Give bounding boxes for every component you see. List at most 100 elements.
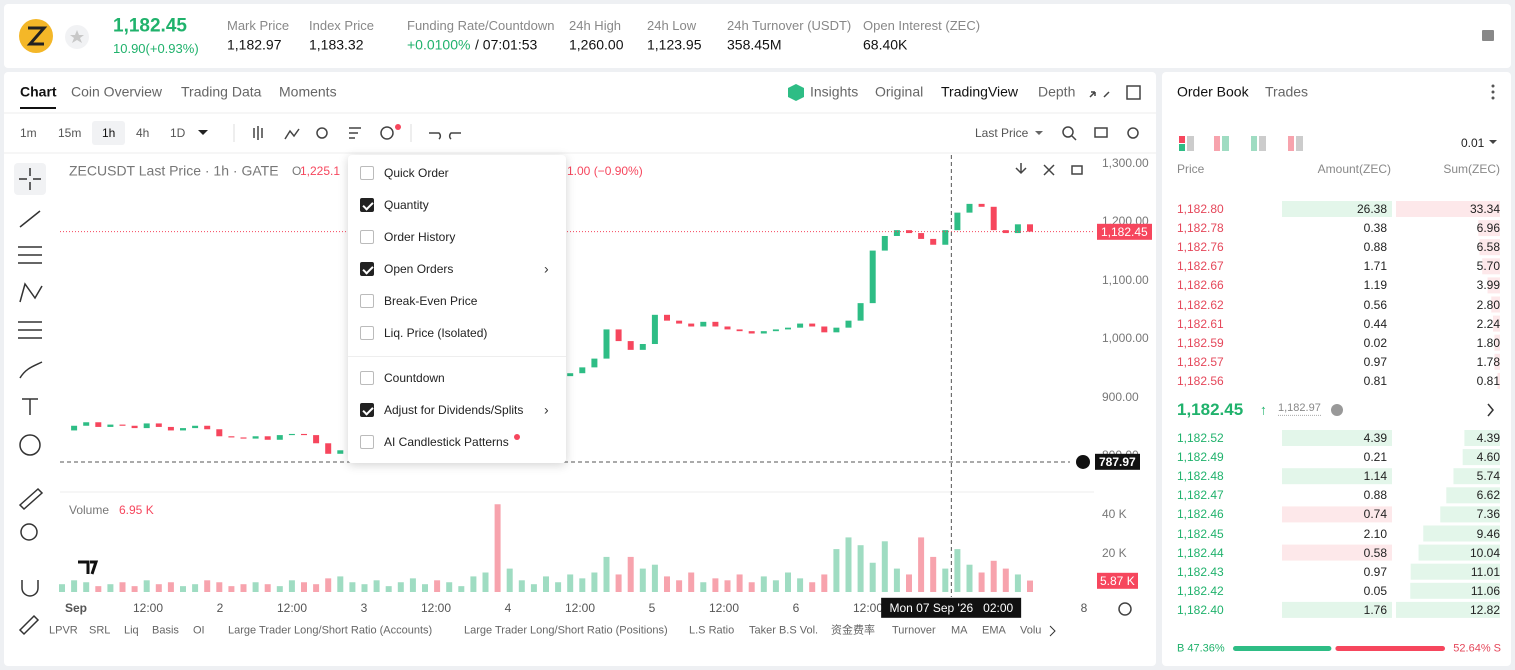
settings-icon[interactable]: [1118, 602, 1132, 616]
view-tab[interactable]: Depth: [1038, 83, 1076, 100]
volume-bar: [313, 584, 320, 592]
depth-bar: [1494, 334, 1500, 351]
checkbox[interactable]: [360, 198, 374, 212]
volume-bar: [373, 580, 380, 592]
view-tab[interactable]: TradingView: [941, 83, 1019, 100]
book-price: 1,182.62: [1177, 297, 1224, 312]
volume-bar: [1002, 568, 1009, 592]
indicator[interactable]: Large Trader Long/Short Ratio (Accounts): [228, 624, 433, 637]
price-tick-label: 1,000.00: [1102, 330, 1149, 345]
view-tab[interactable]: Original: [875, 83, 924, 100]
checkbox[interactable]: [360, 166, 374, 180]
menu-item[interactable]: Order History: [384, 229, 456, 244]
volume-bar: [809, 582, 816, 592]
checkbox[interactable]: [360, 403, 374, 417]
header-icon[interactable]: [1482, 30, 1494, 41]
indicator[interactable]: SRL: [89, 624, 111, 637]
interval[interactable]: 1D: [170, 125, 186, 140]
volume-bar: [555, 582, 562, 592]
book-price: 1,182.80: [1177, 201, 1224, 216]
candle: [845, 320, 852, 328]
book-sum: 10.04: [1469, 545, 1500, 560]
trade-flash: [1282, 468, 1392, 485]
chart-tab[interactable]: Moments: [279, 83, 337, 100]
x-tick-label: 12:00: [564, 600, 596, 615]
chart-tab[interactable]: Chart: [20, 83, 57, 100]
scroll-arrow[interactable]: [1049, 625, 1056, 637]
menu-item[interactable]: Adjust for Dividends/Splits: [384, 402, 524, 417]
indicator[interactable]: Basis: [152, 624, 179, 637]
menu-item[interactable]: AI Candlestick Patterns: [384, 434, 509, 449]
chart-tab[interactable]: Trading Data: [181, 83, 262, 100]
price-source[interactable]: Last Price: [975, 125, 1029, 140]
volume-bar: [530, 584, 537, 592]
chart-tab[interactable]: Coin Overview: [71, 83, 163, 100]
book-view-icons[interactable]: [1179, 136, 1303, 151]
interval[interactable]: 15m: [58, 125, 82, 140]
indicator[interactable]: Volu: [1020, 624, 1042, 637]
checkbox[interactable]: [360, 435, 374, 449]
candle: [785, 327, 791, 330]
book-price: 1,182.46: [1177, 507, 1224, 522]
checkbox[interactable]: [360, 371, 374, 385]
depth-bar: [1410, 563, 1500, 580]
candle: [676, 320, 683, 324]
volume-bar: [83, 582, 90, 592]
indicator[interactable]: EMA: [982, 624, 1006, 637]
checkbox[interactable]: [360, 262, 374, 276]
volume-bar: [264, 584, 271, 592]
caret: [1489, 140, 1497, 144]
candle: [579, 367, 586, 374]
volume-bar: [276, 586, 283, 592]
menu-item[interactable]: Break-Even Price: [384, 293, 478, 308]
checkbox[interactable]: [360, 326, 374, 340]
indicator[interactable]: LPVR: [49, 624, 78, 637]
book-price: 1,182.76: [1177, 239, 1224, 254]
book-tab[interactable]: Trades: [1265, 83, 1309, 100]
volume-bar: [833, 549, 840, 592]
view-tab[interactable]: Insights: [810, 83, 859, 100]
menu-item[interactable]: Quick Order: [384, 165, 449, 180]
indicator[interactable]: Taker B.S Vol.: [749, 624, 819, 637]
volume-bar: [736, 574, 743, 592]
book-sum: 11.01: [1470, 564, 1500, 579]
book-sum: 0.81: [1476, 373, 1500, 388]
precision[interactable]: 0.01: [1461, 135, 1485, 150]
volume-bar: [785, 572, 791, 592]
book-price: 1,182.78: [1177, 220, 1224, 235]
candle: [639, 344, 646, 350]
book-sum: 6.96: [1476, 220, 1500, 235]
candle: [337, 450, 344, 454]
candle: [228, 436, 235, 438]
interval[interactable]: 1m: [20, 125, 37, 140]
indicator[interactable]: L.S Ratio: [689, 624, 735, 637]
indicator[interactable]: OI: [193, 624, 205, 637]
candle: [627, 341, 634, 350]
book-amount: 0.97: [1363, 354, 1387, 369]
volume-bar: [470, 576, 477, 592]
indicator[interactable]: MA: [951, 624, 968, 637]
indicator[interactable]: 资金费率: [831, 624, 875, 637]
interval[interactable]: 1h: [102, 125, 116, 140]
menu-item[interactable]: Liq. Price (Isolated): [384, 325, 488, 340]
volume-bar: [857, 545, 864, 592]
menu-item[interactable]: Quantity: [384, 197, 429, 212]
menu-item[interactable]: Countdown: [384, 370, 445, 385]
more-icon[interactable]: [1491, 84, 1495, 100]
book-sum: 33.34: [1469, 201, 1500, 216]
volume-bar: [881, 541, 888, 592]
book-tab[interactable]: Order Book: [1177, 83, 1249, 100]
toolbar-icons[interactable]: [253, 85, 1141, 176]
indicator[interactable]: Liq: [124, 624, 139, 637]
interval[interactable]: 4h: [136, 125, 150, 140]
checkbox[interactable]: [360, 230, 374, 244]
volume-bar: [409, 578, 416, 592]
x-tick-label: 12:00: [852, 600, 884, 615]
book-sum: 2.80: [1476, 297, 1500, 312]
menu-item[interactable]: Open Orders: [384, 261, 454, 276]
chevron[interactable]: [1487, 403, 1494, 417]
indicator[interactable]: Turnover: [892, 624, 936, 637]
drawing-tools[interactable]: [14, 163, 46, 636]
checkbox[interactable]: [360, 294, 374, 308]
indicator[interactable]: Large Trader Long/Short Ratio (Positions…: [464, 624, 668, 637]
